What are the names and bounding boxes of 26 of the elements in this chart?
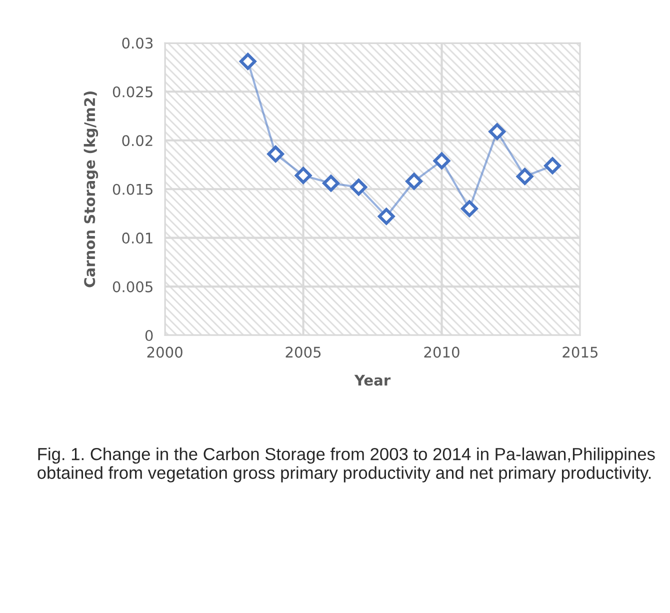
caption: Fig. 1. Change in the Carbon Storage from 2003 to 2014 in Pa-lawan,Philippines obtained from vegetation gross primary productivity and net primary productivity.	[38, 447, 655, 482]
point	[294, 167, 312, 184]
point	[267, 146, 284, 162]
y-tick-label: 0.02	[122, 135, 152, 146]
point	[350, 178, 368, 196]
x-tick-label: 2000	[147, 346, 182, 358]
point	[406, 172, 422, 190]
point	[433, 152, 450, 170]
y-tick-label: 0.025	[112, 86, 152, 98]
x-tick-label: 2015	[562, 346, 598, 358]
point	[322, 174, 340, 192]
x-tick-label: 2005	[286, 346, 321, 358]
x-tick-label: 2010	[424, 346, 460, 358]
point	[544, 157, 561, 174]
y-tick-label: 0.01	[122, 232, 152, 244]
y-tick-label: 0.03	[122, 38, 153, 49]
x-axis-title: Year	[354, 374, 391, 386]
y-tick-label: 0.015	[112, 184, 152, 195]
y-axis-title: Carnon Storage (kg/m2)	[84, 92, 98, 288]
y-tick-label: 0.005	[112, 281, 152, 292]
point	[378, 208, 395, 225]
point	[516, 168, 534, 185]
y-tick-label: 0	[145, 330, 153, 342]
point	[461, 200, 478, 218]
point	[239, 53, 256, 70]
point	[488, 123, 506, 140]
